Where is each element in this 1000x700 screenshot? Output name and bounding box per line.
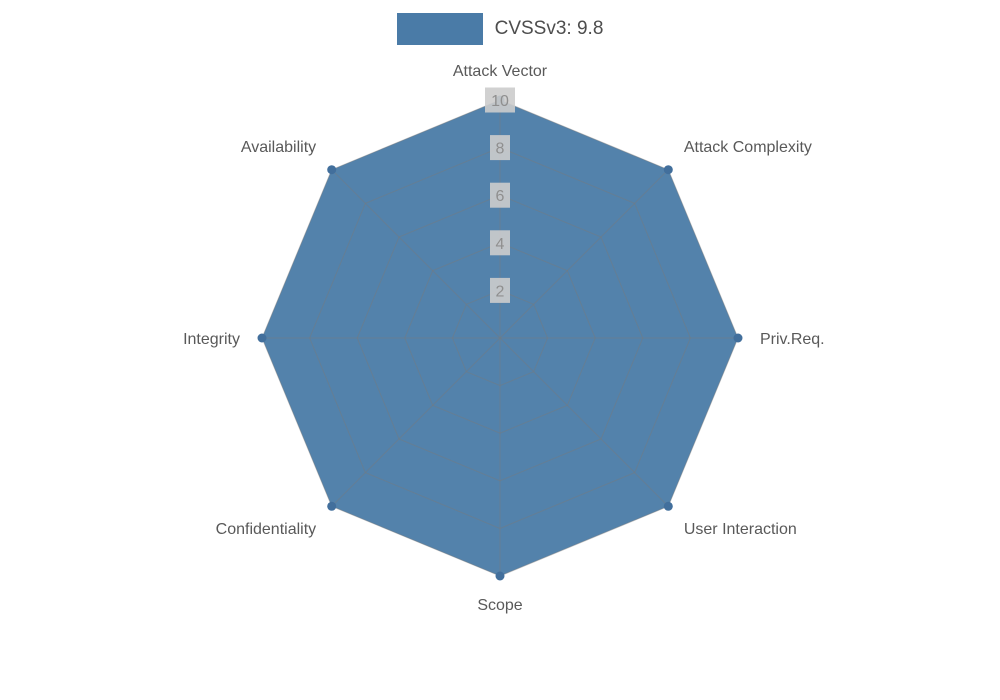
axis-label: Confidentiality (216, 521, 317, 538)
grid-ring (356, 194, 644, 482)
axis-label: Integrity (183, 331, 240, 348)
tick-chip (490, 230, 510, 256)
grid-ring (451, 289, 549, 387)
tick-chip (490, 182, 510, 208)
data-point-marker (663, 165, 673, 175)
axis-spoke (331, 169, 501, 339)
tick-chip (490, 135, 510, 161)
data-point-marker (663, 501, 673, 511)
tick-label: 6 (496, 188, 505, 205)
axis-spoke (499, 169, 669, 339)
tick-label: 10 (491, 93, 509, 110)
axis-spoke (499, 337, 669, 507)
axis-label: Attack Vector (453, 63, 548, 80)
data-point-marker (495, 571, 505, 581)
grid-ring (309, 147, 691, 529)
tick-label: 4 (496, 236, 505, 253)
data-polygon (262, 100, 738, 576)
data-point-marker (733, 333, 743, 343)
axis-spoke (331, 337, 501, 507)
axis-label: Priv.Req. (760, 331, 825, 348)
data-point-marker (327, 165, 337, 175)
axis-label: User Interaction (684, 521, 797, 538)
axis-label: Attack Complexity (684, 139, 812, 156)
axis-label: Scope (477, 597, 522, 614)
grid-ring (404, 242, 596, 434)
tick-label: 8 (496, 141, 505, 158)
axis-label: Availability (241, 139, 316, 156)
tick-label: 2 (496, 283, 505, 300)
data-point-marker (327, 501, 337, 511)
tick-chip (490, 277, 510, 303)
data-point-marker (257, 333, 267, 343)
tick-chip (485, 87, 515, 113)
